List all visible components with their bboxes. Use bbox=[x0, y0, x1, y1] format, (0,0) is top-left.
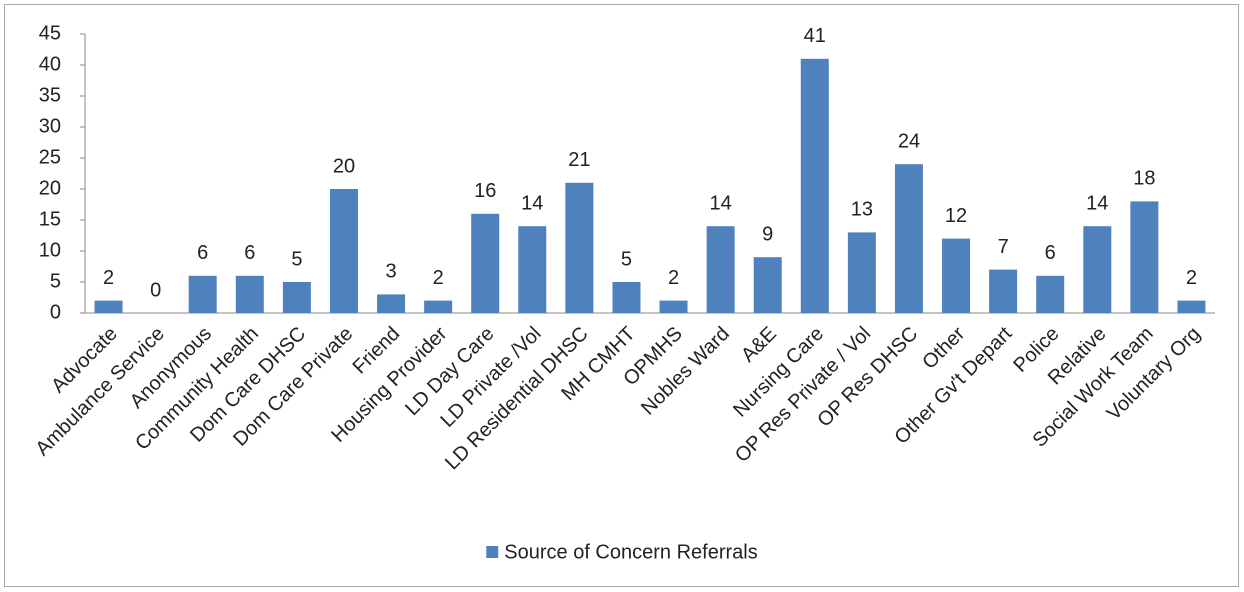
data-label: 5 bbox=[621, 248, 632, 270]
data-label: 41 bbox=[804, 25, 826, 47]
y-tick-label: 30 bbox=[39, 115, 61, 137]
bar bbox=[706, 226, 735, 313]
bar bbox=[424, 300, 453, 313]
bar bbox=[94, 300, 123, 313]
bar bbox=[989, 269, 1018, 313]
bar bbox=[377, 294, 406, 313]
bar bbox=[942, 238, 971, 313]
data-label: 18 bbox=[1133, 168, 1155, 190]
y-tick-label: 5 bbox=[50, 270, 61, 292]
bar bbox=[659, 300, 688, 313]
data-label: 14 bbox=[521, 192, 543, 214]
data-label: 2 bbox=[103, 267, 114, 289]
bar bbox=[518, 226, 547, 313]
data-label: 6 bbox=[244, 242, 255, 264]
data-label: 21 bbox=[568, 149, 590, 171]
y-tick-label: 0 bbox=[50, 301, 61, 323]
data-label: 24 bbox=[898, 130, 920, 152]
bar bbox=[847, 232, 876, 313]
data-label: 2 bbox=[433, 267, 444, 289]
bar bbox=[1130, 201, 1159, 313]
bar bbox=[800, 58, 829, 313]
data-label: 16 bbox=[474, 180, 496, 202]
data-label: 0 bbox=[150, 279, 161, 301]
data-label: 2 bbox=[668, 267, 679, 289]
bar bbox=[1036, 275, 1065, 313]
data-label: 5 bbox=[291, 248, 302, 270]
y-tick-label: 10 bbox=[39, 239, 61, 261]
bar bbox=[282, 282, 311, 313]
data-label: 7 bbox=[998, 236, 1009, 258]
data-label: 14 bbox=[1086, 192, 1108, 214]
y-tick-label: 25 bbox=[39, 146, 61, 168]
bar bbox=[1177, 300, 1206, 313]
bar bbox=[565, 182, 594, 313]
bar bbox=[329, 189, 358, 313]
data-label: 20 bbox=[333, 155, 355, 177]
bar bbox=[894, 164, 923, 313]
bar bbox=[1083, 226, 1112, 313]
data-label: 6 bbox=[197, 242, 208, 264]
data-label: 6 bbox=[1045, 242, 1056, 264]
data-label: 2 bbox=[1186, 267, 1197, 289]
y-tick-label: 15 bbox=[39, 208, 61, 230]
data-label: 13 bbox=[851, 199, 873, 221]
bar bbox=[235, 275, 264, 313]
y-tick-label: 40 bbox=[39, 53, 61, 75]
data-label: 9 bbox=[762, 223, 773, 245]
y-tick-label: 45 bbox=[39, 22, 61, 44]
legend-swatch bbox=[486, 546, 499, 558]
bar bbox=[471, 213, 500, 313]
data-label: 14 bbox=[710, 192, 732, 214]
bar bbox=[753, 257, 782, 313]
data-label: 3 bbox=[385, 261, 396, 283]
legend-label: Source of Concern Referrals bbox=[504, 541, 757, 563]
data-label: 12 bbox=[945, 205, 967, 227]
bar bbox=[612, 282, 641, 313]
y-tick-label: 20 bbox=[39, 177, 61, 199]
bar bbox=[188, 275, 217, 313]
y-tick-label: 35 bbox=[39, 84, 61, 106]
